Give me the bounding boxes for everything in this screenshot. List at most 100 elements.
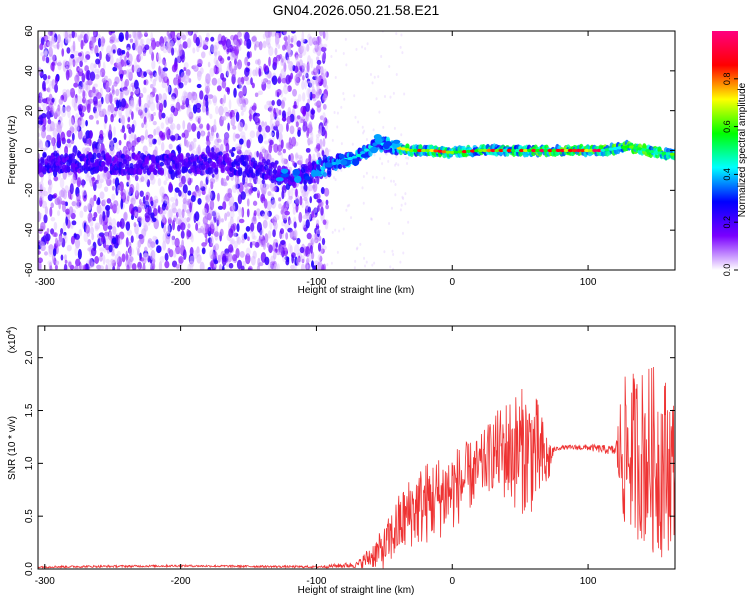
heatmap-cell [253,160,258,166]
heatmap-cell [56,123,62,134]
heatmap-cell [139,190,144,197]
heatmap-cell [161,192,165,204]
heatmap-cell [400,203,403,207]
heatmap-cell [333,111,336,115]
heatmap-cell [267,42,271,49]
heatmap-cell [206,32,210,38]
heatmap-cell [315,64,321,71]
heatmap-cell [70,53,75,59]
heatmap-cell [123,88,130,96]
snr-y-ticks: 0.00.51.01.52.0 [24,350,675,576]
heatmap-cell [244,188,249,194]
heatmap-cell [165,176,170,181]
heatmap-cell [259,210,265,217]
heatmap-cell [399,260,402,264]
heatmap-peak [425,148,431,153]
heatmap-cell [391,249,394,253]
heatmap-cell [96,264,102,270]
heatmap-cell [269,261,276,267]
heatmap-cell [78,229,83,237]
heatmap-peak [457,150,464,154]
heatmap-cell [155,239,159,245]
heatmap-cell [125,189,131,199]
heatmap-cell [148,93,153,99]
heatmap-cell [181,132,186,138]
heatmap-cell [77,248,82,260]
heatmap-cell [304,212,308,219]
y-tick-label: 20 [24,105,35,117]
heatmap-cell [201,104,206,113]
heatmap-cell [49,206,53,217]
heatmap-cell [288,137,292,146]
heatmap-cell [234,46,239,56]
heatmap-cell [224,112,229,120]
heatmap-cell [115,38,120,43]
heatmap-cell [39,90,43,100]
heatmap-cell [131,123,135,134]
heatmap-cell [288,50,293,58]
heatmap-cell [38,257,43,264]
heatmap-cell [215,212,221,221]
heatmap-cell [158,65,161,76]
heatmap-cell [363,256,366,260]
heatmap-cell [185,74,190,80]
heatmap-cell [297,94,302,102]
heatmap-cell [222,181,228,187]
heatmap-cell [373,75,376,79]
heatmap-cell [161,58,165,65]
heatmap-cell [294,194,300,205]
heatmap-cell [56,121,62,130]
heatmap-cell [217,50,221,57]
heatmap-cell [290,264,295,270]
heatmap-cell [214,105,219,115]
heatmap-cell [365,260,368,264]
heatmap-cell [227,188,233,196]
heatmap-cell [46,96,52,104]
heatmap-cell [306,257,310,265]
heatmap-cell [116,221,120,228]
heatmap-cell [125,69,130,78]
heatmap-cell [47,244,54,250]
heatmap-cell [278,109,282,116]
heatmap-cell [63,263,68,270]
heatmap-cell [170,196,175,202]
heatmap-cell [160,122,165,130]
heatmap-cell [63,234,67,240]
heatmap-cell [288,60,294,72]
heatmap-cell [68,261,72,268]
heatmap-cell [87,203,91,210]
heatmap-cell [142,87,147,94]
heatmap-cell [56,62,62,67]
heatmap-cell [276,129,280,140]
heatmap-cell [168,165,173,172]
heatmap-cell [185,152,191,158]
heatmap-cell [363,129,366,133]
heatmap-cell [382,125,385,129]
heatmap-cell [394,182,397,186]
heatmap-cell [99,178,104,184]
heatmap-cell [152,120,157,126]
heatmap-cell [81,97,87,104]
spectrogram-x-ticks: -300 -200 -100 0 100 [35,31,597,288]
heatmap-cell [148,141,153,148]
heatmap-cell [178,244,184,254]
heatmap-cell [227,157,232,164]
heatmap-cell [225,70,229,78]
heatmap-cell [95,52,100,57]
heatmap-cell [139,38,145,45]
heatmap-cell [181,208,185,219]
heatmap-cell [395,162,398,166]
colorbar-label: Normalized spectral amplitude [737,82,748,217]
y-tick-label: -20 [24,183,35,198]
heatmap-cell [44,251,49,256]
heatmap-cell [138,54,143,61]
heatmap-cell [288,166,292,172]
heatmap-cell [47,118,52,125]
heatmap-peak [661,151,667,155]
heatmap-cell [251,231,255,240]
heatmap-cell [383,176,386,180]
heatmap-cell [131,145,135,153]
heatmap-cell [94,45,99,56]
heatmap-cell [257,90,263,96]
heatmap-cell [170,105,176,113]
